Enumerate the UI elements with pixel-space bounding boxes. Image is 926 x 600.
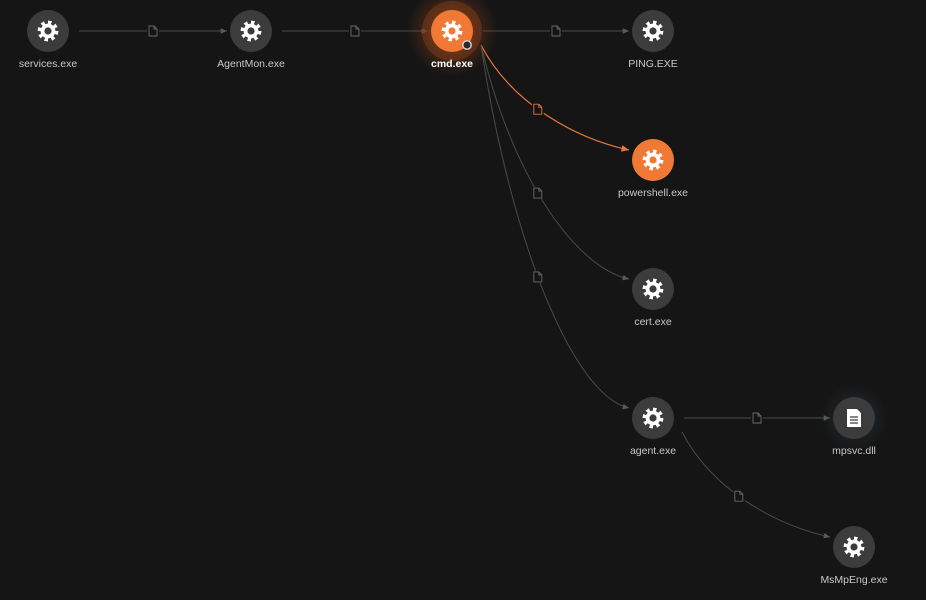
gear-icon [642, 407, 664, 429]
node-label: powershell.exe [618, 187, 688, 199]
edge-file-icon [531, 270, 544, 283]
gear-icon [642, 149, 664, 171]
node-cert[interactable]: cert.exe [632, 268, 674, 328]
gear-icon [240, 20, 262, 42]
edge-cmd-to-agent[interactable] [480, 44, 630, 410]
node-ping[interactable]: PING.EXE [628, 10, 678, 70]
edge-file-icon [349, 25, 361, 37]
edge-file-icon [531, 103, 544, 116]
nodes-layer: services.exe AgentMon.exe cmd.exe PING.EXE p… [19, 0, 888, 586]
edge-line [681, 431, 831, 539]
node-services[interactable]: services.exe [19, 10, 78, 70]
edges-layer [79, 25, 831, 539]
node-cmd[interactable]: cmd.exe [406, 0, 498, 77]
edge-cmd-to-powershell[interactable] [480, 44, 630, 152]
gear-icon [843, 536, 865, 558]
node-mpsvc[interactable]: mpsvc.dll [820, 384, 888, 457]
gear-icon [642, 20, 664, 42]
edge-file-icon [751, 412, 763, 424]
node-label: cmd.exe [431, 58, 473, 70]
edge-services-to-agentmon[interactable] [79, 25, 227, 37]
file-icon [847, 409, 861, 427]
edge-agent-to-msmpeng[interactable] [681, 431, 831, 539]
node-msmpeng[interactable]: MsMpEng.exe [820, 526, 888, 586]
edge-file-icon [531, 187, 544, 200]
edge-cmd-to-ping[interactable] [483, 25, 629, 37]
node-agentmon[interactable]: AgentMon.exe [217, 10, 285, 70]
edge-line [480, 44, 630, 152]
gear-icon [642, 278, 664, 300]
edge-agentmon-to-cmd[interactable] [282, 25, 428, 37]
node-label: cert.exe [634, 316, 672, 328]
edge-file-icon [147, 25, 159, 37]
edge-cmd-to-cert[interactable] [480, 44, 630, 281]
selected-indicator-dot [462, 40, 472, 50]
edge-file-icon [550, 25, 562, 37]
gear-icon [37, 20, 59, 42]
node-label: PING.EXE [628, 58, 678, 70]
node-label: mpsvc.dll [832, 445, 876, 457]
edge-agent-to-mpsvc[interactable] [684, 412, 830, 424]
node-label: AgentMon.exe [217, 58, 285, 70]
node-powershell[interactable]: powershell.exe [618, 139, 688, 199]
edge-file-icon [732, 490, 745, 503]
node-agent[interactable]: agent.exe [630, 397, 676, 457]
edge-line [480, 44, 630, 281]
node-label: MsMpEng.exe [820, 574, 887, 586]
node-label: services.exe [19, 58, 78, 70]
node-label: agent.exe [630, 445, 676, 457]
gear-icon [441, 20, 463, 42]
edge-line [480, 44, 630, 410]
